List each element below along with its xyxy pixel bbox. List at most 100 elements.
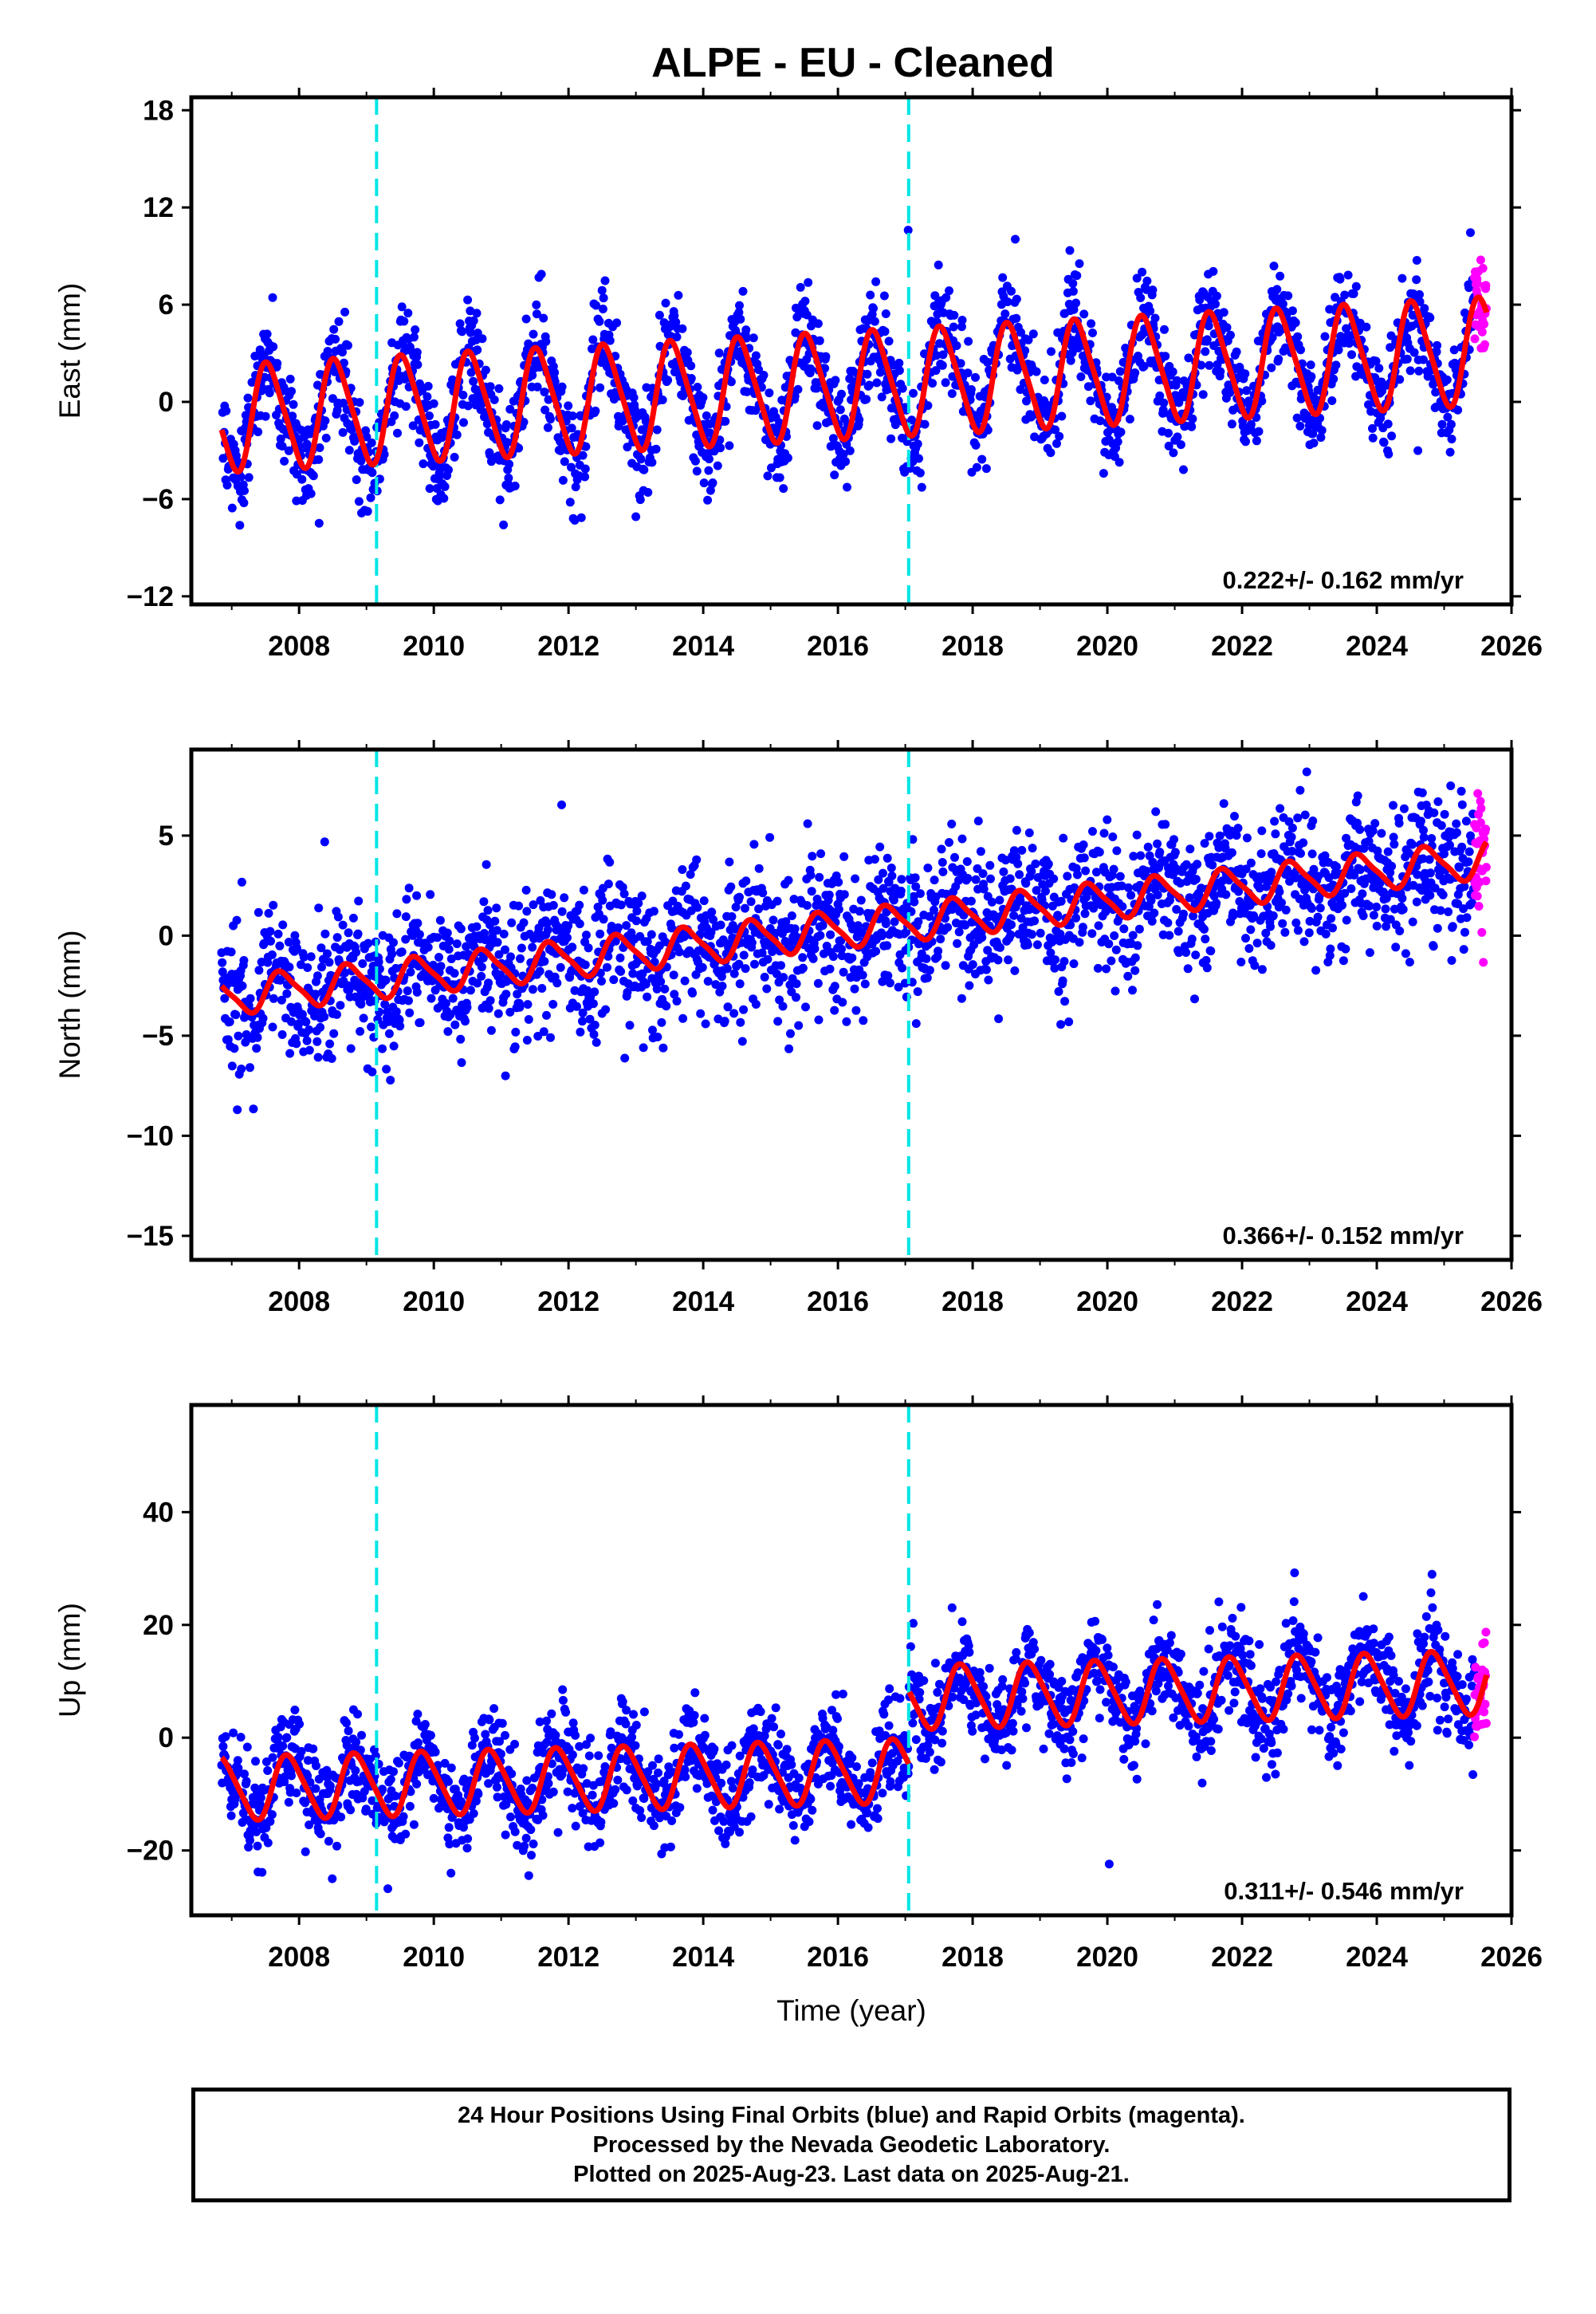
- data-point: [485, 996, 495, 1005]
- data-point: [1226, 330, 1235, 340]
- data-point: [282, 1733, 292, 1742]
- data-point: [254, 427, 263, 437]
- data-point: [1093, 963, 1103, 973]
- data-point: [1205, 360, 1214, 370]
- data-point: [1460, 927, 1469, 937]
- data-point: [1087, 929, 1097, 939]
- data-point: [368, 468, 377, 478]
- data-point: [794, 1021, 804, 1030]
- data-point: [413, 360, 423, 369]
- data-point: [1408, 840, 1417, 849]
- data-point: [1315, 903, 1325, 913]
- data-point: [653, 1033, 662, 1041]
- data-point: [800, 297, 810, 306]
- data-point: [1067, 348, 1077, 357]
- data-point: [1187, 935, 1197, 944]
- data-point: [808, 954, 818, 963]
- data-point: [514, 901, 524, 911]
- data-point: [397, 947, 407, 957]
- data-point: [1347, 350, 1356, 360]
- data-point: [580, 472, 590, 482]
- panel-up: 2008 2010 2012 2014 2016 2018 2020 2022 2024 2026…: [53, 1395, 1543, 2027]
- data-point: [1291, 318, 1300, 328]
- data-point: [1408, 917, 1417, 927]
- data-point: [580, 960, 590, 970]
- data-point: [218, 958, 227, 967]
- data-point: [1429, 808, 1439, 817]
- data-point: [229, 1728, 238, 1737]
- data-point: [655, 310, 664, 320]
- data-point: [1343, 270, 1353, 280]
- data-point: [314, 903, 324, 913]
- data-point: [448, 994, 458, 1003]
- data-point: [452, 939, 462, 949]
- data-point: [1292, 413, 1302, 423]
- data-point: [1139, 361, 1149, 371]
- data-point: [1079, 840, 1088, 849]
- data-point: [851, 1005, 861, 1015]
- data-point: [237, 877, 246, 887]
- data-point: [1040, 376, 1049, 384]
- data-point: [567, 462, 576, 472]
- data-point: [550, 368, 560, 377]
- data-point: [1332, 862, 1341, 872]
- data-point: [510, 482, 520, 490]
- data-point: [1222, 323, 1232, 333]
- data-point: [1221, 890, 1231, 899]
- data-point: [323, 347, 332, 356]
- data-point: [1102, 372, 1111, 382]
- data-point: [963, 368, 973, 378]
- data-point: [831, 376, 840, 385]
- data-point: [590, 1021, 599, 1029]
- data-point: [507, 918, 517, 927]
- data-point: [230, 1044, 239, 1053]
- data-point: [938, 360, 947, 370]
- data-point: [1459, 945, 1468, 954]
- data-point: [1094, 921, 1103, 931]
- data-point: [1326, 944, 1335, 954]
- data-point: [1185, 844, 1195, 854]
- data-point: [242, 1777, 251, 1786]
- data-point: [399, 1812, 408, 1821]
- data-point: [529, 329, 538, 339]
- data-point: [541, 405, 550, 415]
- data-point-rapid: [1473, 789, 1483, 798]
- x-tick-label: 2008: [268, 1286, 330, 1317]
- data-point: [575, 900, 584, 910]
- data-point: [749, 840, 759, 849]
- data-point: [966, 385, 976, 394]
- x-tick-label: 2022: [1211, 631, 1273, 662]
- data-point: [971, 372, 980, 382]
- data-point: [1327, 914, 1336, 923]
- data-point: [986, 874, 995, 883]
- data-point: [1080, 909, 1090, 919]
- data-point: [1032, 367, 1041, 376]
- data-point: [1057, 411, 1067, 421]
- data-point: [269, 900, 278, 910]
- data-point: [320, 929, 330, 939]
- data-point: [1275, 887, 1284, 896]
- data-point: [1252, 436, 1261, 446]
- data-point: [340, 307, 350, 317]
- data-point: [405, 1801, 415, 1811]
- data-point: [625, 1021, 635, 1030]
- data-point: [763, 954, 772, 964]
- data-point: [506, 952, 515, 962]
- x-tick-label: 2014: [672, 1286, 734, 1317]
- data-point: [1024, 828, 1034, 837]
- data-point: [629, 393, 639, 403]
- data-point: [981, 965, 991, 974]
- data-point: [792, 979, 801, 989]
- data-point: [1394, 818, 1404, 828]
- data-point: [920, 419, 930, 429]
- data-point: [870, 317, 879, 326]
- data-point: [911, 1019, 921, 1029]
- data-point: [717, 982, 727, 991]
- data-point: [945, 286, 953, 296]
- data-point: [1334, 345, 1343, 355]
- data-point: [1232, 347, 1241, 356]
- data-point: [269, 342, 278, 352]
- data-point: [328, 1874, 337, 1883]
- data-point: [356, 1027, 365, 1036]
- data-point: [1236, 958, 1246, 966]
